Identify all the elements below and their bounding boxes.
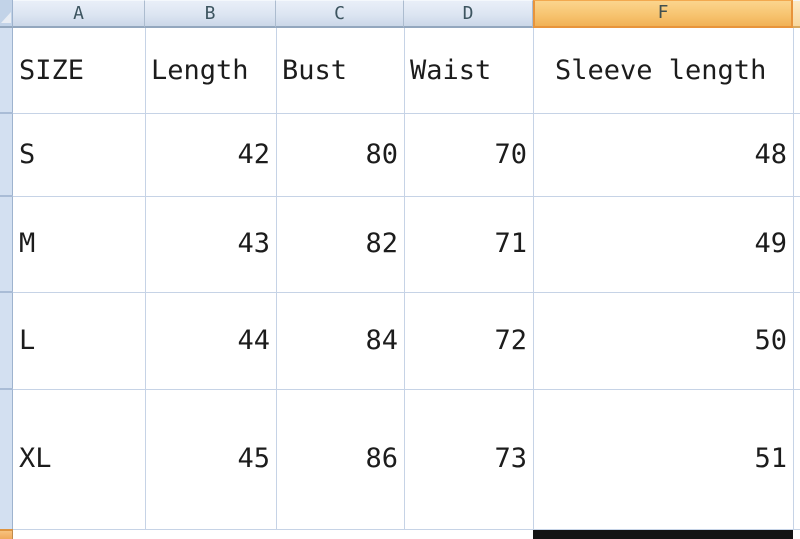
cell-F2[interactable]: 48 (754, 139, 787, 170)
column-header-partial-next[interactable] (793, 0, 800, 28)
cell-A5[interactable]: XL (19, 443, 52, 474)
column-header-F[interactable]: F (533, 0, 793, 28)
cell-D1[interactable]: Waist (410, 55, 492, 86)
select-all-triangle-icon (1, 12, 11, 23)
row-header-separator (0, 388, 13, 390)
column-header-D[interactable]: D (404, 0, 533, 28)
vertical-gridline (404, 28, 405, 529)
thick-bottom-border (533, 530, 793, 539)
cell-C1[interactable]: Bust (282, 55, 348, 86)
cell-D3[interactable]: 71 (494, 228, 527, 259)
cell-B4[interactable]: 44 (237, 325, 270, 356)
row-header-separator (0, 291, 13, 293)
cell-F1[interactable]: Sleeve length (555, 55, 767, 86)
cell-D5[interactable]: 73 (494, 443, 527, 474)
cell-F4[interactable]: 50 (754, 325, 787, 356)
horizontal-gridline (13, 196, 800, 197)
cell-B2[interactable]: 42 (237, 139, 270, 170)
row-header-strip[interactable] (0, 28, 13, 529)
vertical-gridline (793, 28, 794, 529)
cell-C4[interactable]: 84 (365, 325, 398, 356)
row-header-selected-fragment[interactable] (0, 529, 13, 539)
row-header-separator (0, 195, 13, 197)
horizontal-gridline (13, 292, 800, 293)
cell-C5[interactable]: 86 (365, 443, 398, 474)
cell-A1[interactable]: SIZE (19, 55, 85, 86)
cell-D2[interactable]: 70 (494, 139, 527, 170)
vertical-gridline (533, 28, 534, 529)
cell-B5[interactable]: 45 (237, 443, 270, 474)
row-header-separator (0, 112, 13, 114)
column-header-C[interactable]: C (276, 0, 404, 28)
cell-B1[interactable]: Length (151, 55, 249, 86)
horizontal-gridline (13, 389, 800, 390)
horizontal-gridline (13, 529, 800, 530)
cell-A4[interactable]: L (19, 325, 36, 356)
vertical-gridline (145, 28, 146, 529)
vertical-gridline (276, 28, 277, 529)
cell-A2[interactable]: S (19, 139, 36, 170)
cell-F3[interactable]: 49 (754, 228, 787, 259)
cell-F5[interactable]: 51 (754, 443, 787, 474)
cell-B3[interactable]: 43 (237, 228, 270, 259)
horizontal-gridline (13, 113, 800, 114)
select-all-corner[interactable] (0, 0, 13, 28)
cell-C3[interactable]: 82 (365, 228, 398, 259)
cell-C2[interactable]: 80 (365, 139, 398, 170)
column-header-A[interactable]: A (13, 0, 145, 28)
cell-D4[interactable]: 72 (494, 325, 527, 356)
cell-A3[interactable]: M (19, 228, 36, 259)
column-header-B[interactable]: B (145, 0, 276, 28)
